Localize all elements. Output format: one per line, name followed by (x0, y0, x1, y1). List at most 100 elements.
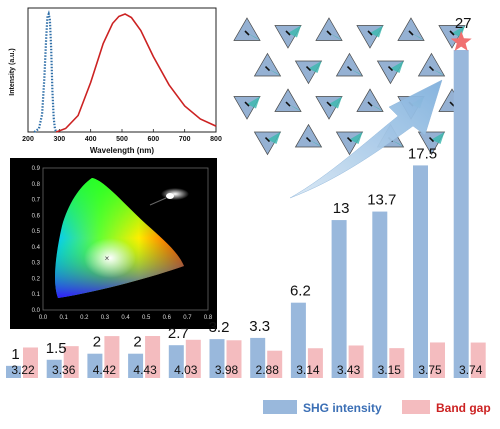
crystal-polyhedron (356, 88, 384, 112)
cie-plot-area (42, 167, 209, 311)
shg-bar (250, 337, 266, 378)
crystal-atom (346, 136, 353, 143)
cie-x-tick-label: 0.2 (80, 315, 89, 321)
cie-y-tick-label: 0.8 (32, 182, 41, 188)
shg-bar (6, 365, 21, 378)
crystal-atom (326, 101, 332, 107)
crystal-atom (408, 30, 414, 36)
crystal-atom (449, 101, 455, 107)
shg-bar (372, 211, 388, 378)
crystal-polyhedron (417, 52, 446, 77)
band-gap-value-label: 3.75 (418, 363, 442, 377)
crystal-atom (305, 136, 312, 143)
cie-x-tick-label: 0.1 (59, 315, 68, 321)
cie-y-tick-label: 0.6 (32, 213, 41, 219)
band-gap-bar (389, 348, 405, 378)
crystal-atom (346, 65, 353, 72)
crystal-polyhedron-face (308, 139, 322, 148)
crystal-atom (387, 65, 394, 72)
shg-value-label: 27 (455, 15, 472, 32)
cie-x-tick-label: 0.5 (142, 315, 151, 321)
shg-value-label: 17.5 (408, 145, 437, 162)
cie-y-tick-label: 0.2 (32, 276, 41, 282)
cie-x-tick-label: 0.8 (204, 315, 213, 321)
band-gap-bar (23, 347, 38, 378)
crystal-polyhedron (315, 17, 343, 41)
trend-arrow (289, 79, 443, 199)
cie-panel: × 0.0 0.1 0.2 0.3 0.4 0.5 0.6 0.7 0.8 0.00.10.20… (10, 158, 217, 329)
band-gap-value-label: 4.42 (93, 363, 117, 377)
shg-value-label: 3.2 (209, 319, 230, 336)
crystal-atom (285, 101, 291, 107)
shg-bar (128, 353, 144, 378)
crystal-atom (367, 101, 373, 107)
band-gap-bar (63, 346, 79, 378)
pl-x-tick-label: 500 (116, 136, 128, 143)
cie-y-tick-label: 0.0 (32, 308, 41, 314)
shg-bar (290, 302, 306, 378)
legend-swatch-shg (263, 400, 297, 414)
crystal-polyhedron-face (308, 61, 322, 74)
shg-bar (168, 345, 184, 378)
crystal-atom (285, 30, 291, 36)
crystal-polyhedron-face (288, 104, 302, 112)
band-gap-bar (185, 339, 201, 378)
crystal-atom (428, 136, 435, 143)
pl-emission-curve (55, 13, 217, 133)
crystal-atom (367, 30, 373, 36)
band-gap-value-label: 2.88 (256, 363, 280, 377)
band-gap-value-label: 3.15 (378, 363, 402, 377)
crystal-polyhedron (274, 88, 302, 112)
shg-bar (46, 359, 62, 378)
crystal-atom (326, 30, 332, 36)
shg-bar (413, 165, 428, 378)
crystal-polyhedron-face (370, 25, 384, 38)
band-gap-bar (267, 350, 283, 378)
band-gap-value-label: 3.14 (296, 363, 320, 377)
crystal-atom (449, 30, 455, 36)
shg-value-label: 6.2 (290, 283, 311, 300)
crystal-polyhedron-face (349, 132, 363, 145)
pl-y-axis-label: Intensity (a.u.) (9, 48, 16, 95)
band-gap-value-label: 3.36 (52, 363, 76, 377)
shg-bar (331, 220, 347, 378)
crystal-polyhedron-face (411, 33, 425, 41)
shg-value-label: 2 (93, 334, 101, 351)
shg-value-label: 1 (11, 346, 19, 363)
crystal-atom (305, 65, 312, 72)
cie-y-tick-label: 0.9 (32, 166, 41, 172)
cie-y-tick-label: 0.4 (32, 245, 41, 251)
shg-value-label: 13 (333, 200, 350, 217)
max-value-star (450, 31, 472, 51)
band-gap-bar (430, 342, 445, 378)
crystal-polyhedron (335, 52, 364, 77)
crystal-polyhedron (253, 52, 282, 77)
shg-value-label: 2.7 (168, 325, 189, 342)
crystal-polyhedron-face (349, 68, 363, 77)
crystal-polyhedron-face (267, 68, 281, 77)
band-gap-bar (470, 342, 486, 378)
crystal-polyhedron-face (431, 132, 445, 145)
crystal-polyhedron (397, 17, 425, 41)
crystal-polyhedron-face (390, 61, 404, 74)
crystal-atom (264, 136, 271, 143)
band-gap-value-label: 3.74 (459, 363, 483, 377)
pl-plot-frame (27, 7, 217, 133)
crystal-polyhedron-face (329, 33, 343, 41)
pl-spectrum-panel: 200 300 400 500 600 700 800 Wavelength (nm) In… (9, 7, 222, 155)
shg-bar (453, 50, 469, 378)
cie-y-tick-label: 0.5 (32, 229, 41, 235)
crystal-polyhedron-face (288, 25, 302, 38)
band-gap-bar (348, 345, 364, 378)
crystal-atom (264, 65, 271, 72)
shg-value-label: 3.3 (249, 318, 270, 335)
legend-label-shg: SHG intensity (303, 401, 382, 415)
cie-y-ticks: 0.0 0.1 0.2 0.3 0.4 0.5 0.6 0.7 0.8 0.9 (32, 166, 41, 314)
pl-excitation-curve (33, 10, 58, 133)
crystal-polyhedron-face (267, 132, 281, 145)
cie-x-tick-label: 0.3 (101, 315, 110, 321)
crystal-atom (428, 65, 435, 72)
band-gap-value-label: 4.03 (174, 363, 198, 377)
pl-x-tick-label: 400 (85, 136, 97, 143)
